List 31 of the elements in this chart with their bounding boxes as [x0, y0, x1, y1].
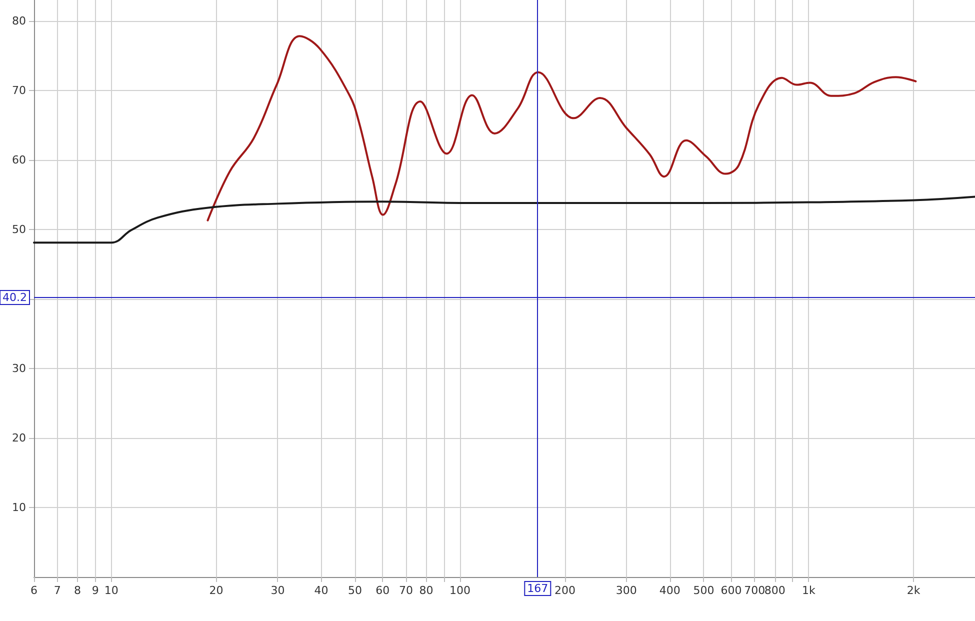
x-tick-label: 40 — [314, 584, 328, 597]
x-tick-label: 400 — [659, 584, 680, 597]
x-tick-label: 30 — [270, 584, 285, 597]
x-tick-label: 100 — [450, 584, 470, 597]
y-tick-label: 70 — [12, 84, 26, 97]
x-tick-label: 20 — [209, 584, 224, 597]
x-tick-label: 50 — [348, 584, 362, 597]
x-tick-label: 1k — [802, 584, 816, 597]
x-tick-label: 2k — [906, 584, 921, 597]
x-tick-label: 600 — [720, 584, 742, 597]
x-tick-label: 700 — [744, 584, 766, 597]
x-tick-label: 70 — [398, 584, 413, 597]
x-tick-label: 200 — [554, 584, 576, 597]
x-tick-label: 60 — [376, 584, 390, 597]
x-tick-label: 300 — [616, 584, 637, 597]
y-tick-label: 30 — [12, 362, 26, 375]
y-tick-label: 80 — [12, 14, 26, 28]
x-tick-label: 80 — [419, 584, 434, 597]
x-tick-label: 6 — [30, 584, 38, 597]
y-tick-label: 60 — [12, 153, 26, 166]
x-tick-label: 7 — [54, 584, 61, 597]
ref-line-label: 40.2 — [2, 291, 27, 304]
x-tick-label: 500 — [693, 584, 714, 597]
ref-line-label: 167 — [527, 582, 548, 595]
x-tick-label: 800 — [764, 584, 786, 597]
x-tick-label: 9 — [92, 584, 99, 597]
x-tick-label: 8 — [74, 584, 82, 597]
y-tick-label: 10 — [12, 500, 26, 514]
x-tick-label: 10 — [104, 584, 118, 597]
y-tick-label: 50 — [12, 222, 26, 236]
y-tick-label: 20 — [12, 431, 26, 444]
